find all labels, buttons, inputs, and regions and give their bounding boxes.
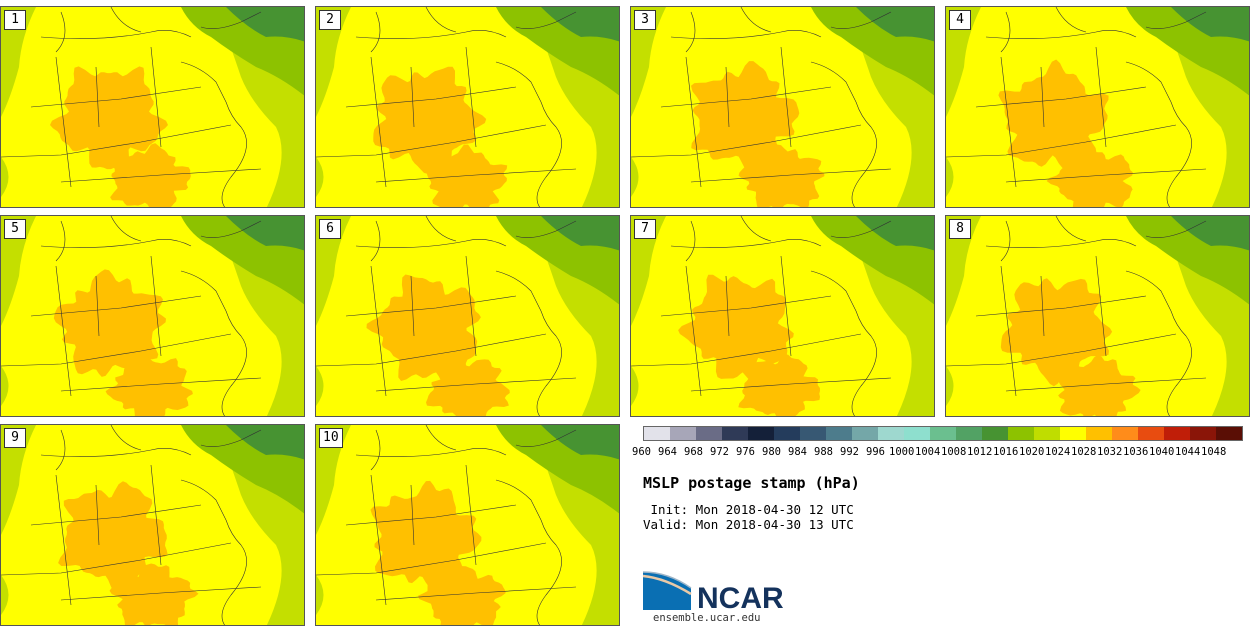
colorbar-tick-label: 1048 [1201, 446, 1227, 458]
map-field [316, 425, 619, 625]
member-number: 5 [4, 219, 26, 239]
map-panel-10: 10 [315, 424, 620, 626]
colorbar-swatch [748, 427, 774, 440]
colorbar-swatch [956, 427, 982, 440]
map-panel-9: 9 [0, 424, 305, 626]
colorbar-swatch [644, 427, 670, 440]
map-field [631, 216, 934, 416]
map-panel-1: 1 [0, 6, 305, 208]
colorbar-swatch [670, 427, 696, 440]
colorbar-swatch [878, 427, 904, 440]
colorbar-tick-label: 1032 [1097, 446, 1123, 458]
figure-title: MSLP postage stamp (hPa) [643, 474, 860, 492]
member-number: 1 [4, 10, 26, 30]
colorbar-swatch [1216, 427, 1242, 440]
colorbar-tick-label: 980 [762, 446, 781, 458]
colorbar-swatch [1086, 427, 1112, 440]
map-field [1, 7, 304, 207]
valid-time: Valid: Mon 2018-04-30 13 UTC [643, 517, 854, 532]
map-field [946, 7, 1249, 207]
member-number: 7 [634, 219, 656, 239]
map-field [1, 216, 304, 416]
map-panel-7: 7 [630, 215, 935, 417]
colorbar-swatch [1138, 427, 1164, 440]
member-number: 8 [949, 219, 971, 239]
member-number: 6 [319, 219, 341, 239]
colorbar-swatch [1190, 427, 1216, 440]
colorbar-tick-label: 1000 [889, 446, 915, 458]
colorbar-tick-label: 1028 [1071, 446, 1097, 458]
map-field [316, 216, 619, 416]
colorbar-tick-label: 968 [684, 446, 703, 458]
colorbar-swatch [1112, 427, 1138, 440]
colorbar-tick-label: 1036 [1123, 446, 1149, 458]
colorbar-tick-label: 1020 [1019, 446, 1045, 458]
colorbar-swatch [722, 427, 748, 440]
colorbar-tick-label: 964 [658, 446, 677, 458]
colorbar-swatch [826, 427, 852, 440]
ncar-logo-text: NCAR [697, 582, 784, 615]
colorbar-swatch [904, 427, 930, 440]
colorbar-tick-label: 992 [840, 446, 859, 458]
colorbar-tick-label: 996 [866, 446, 885, 458]
colorbar-swatch [774, 427, 800, 440]
map-panel-4: 4 [945, 6, 1250, 208]
member-number: 10 [319, 428, 343, 448]
colorbar-tick-label: 1044 [1175, 446, 1201, 458]
colorbar-swatch [930, 427, 956, 440]
ncar-logo: NCAR [643, 571, 784, 615]
member-number: 9 [4, 428, 26, 448]
map-panel-3: 3 [630, 6, 935, 208]
colorbar-tick-label: 976 [736, 446, 755, 458]
member-number: 4 [949, 10, 971, 30]
colorbar-swatch [1060, 427, 1086, 440]
colorbar-tick-label: 960 [632, 446, 651, 458]
colorbar-tick-label: 972 [710, 446, 729, 458]
colorbar-tick-label: 1040 [1149, 446, 1175, 458]
map-panel-6: 6 [315, 215, 620, 417]
colorbar-swatch [696, 427, 722, 440]
colorbar-swatch [1034, 427, 1060, 440]
init-time: Init: Mon 2018-04-30 12 UTC [643, 502, 854, 517]
member-number: 2 [319, 10, 341, 30]
map-field [631, 7, 934, 207]
colorbar-tick-label: 1024 [1045, 446, 1071, 458]
colorbar-swatch [852, 427, 878, 440]
colorbar-tick-label: 1004 [915, 446, 941, 458]
map-field [946, 216, 1249, 416]
colorbar-tick-label: 1012 [967, 446, 993, 458]
map-panel-8: 8 [945, 215, 1250, 417]
colorbar-swatch [800, 427, 826, 440]
colorbar-ticks: 960 964 968 972 976 980 984 988 992 996 1000 1004 10… [631, 446, 1251, 460]
map-field [1, 425, 304, 625]
colorbar-swatch [1008, 427, 1034, 440]
site-url: ensemble.ucar.edu [653, 612, 761, 624]
colorbar-swatch [982, 427, 1008, 440]
map-panel-5: 5 [0, 215, 305, 417]
map-field [316, 7, 619, 207]
colorbar-swatch [1164, 427, 1190, 440]
colorbar-tick-label: 988 [814, 446, 833, 458]
colorbar-tick-label: 984 [788, 446, 807, 458]
map-panel-2: 2 [315, 6, 620, 208]
colorbar-tick-label: 1016 [993, 446, 1019, 458]
member-number: 3 [634, 10, 656, 30]
pressure-colorbar [643, 426, 1243, 441]
colorbar-tick-label: 1008 [941, 446, 967, 458]
